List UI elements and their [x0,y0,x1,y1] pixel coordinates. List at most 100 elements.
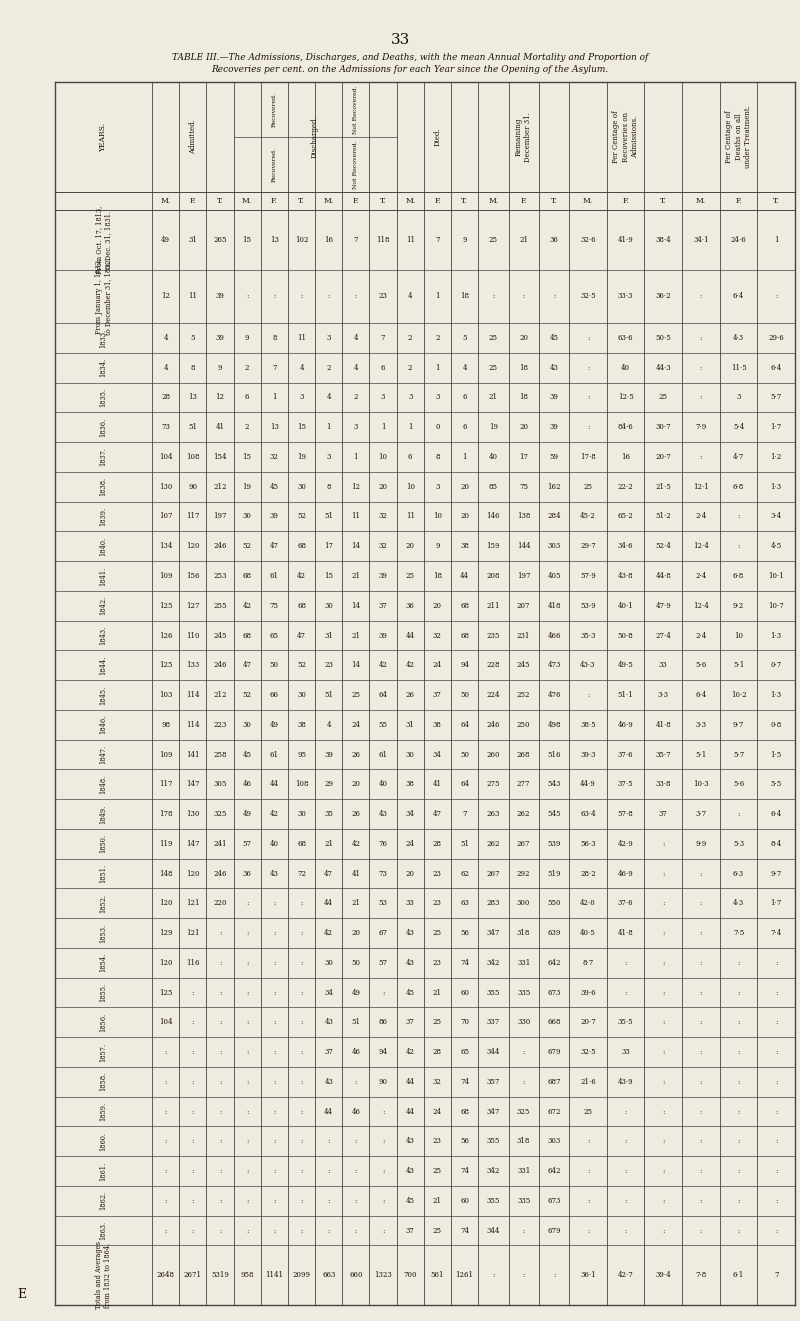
Text: :: : [246,959,248,967]
Text: 37: 37 [433,691,442,699]
Text: 162: 162 [547,482,561,490]
Text: :: : [165,1227,166,1235]
Text: 10: 10 [378,453,387,461]
Text: 211: 211 [486,602,500,610]
Text: 42: 42 [378,662,387,670]
Text: 679: 679 [547,1227,561,1235]
Text: 130: 130 [159,482,172,490]
Text: 1844.: 1844. [99,655,107,675]
Text: 3: 3 [408,394,413,402]
Text: :: : [382,1197,384,1205]
Text: 1855.: 1855. [99,983,107,1003]
Text: 43: 43 [378,810,387,818]
Text: 1·2: 1·2 [770,453,782,461]
Text: 10: 10 [406,482,414,490]
Text: 39·6: 39·6 [580,988,596,996]
Text: 107: 107 [159,513,172,520]
Text: 639: 639 [547,929,561,937]
Text: 38: 38 [406,781,414,789]
Text: :: : [354,1078,357,1086]
Text: :: : [738,1107,740,1116]
Text: YEARS.: YEARS. [99,123,107,152]
Text: 331: 331 [517,959,530,967]
Text: 30·7: 30·7 [655,423,671,431]
Text: 6: 6 [245,394,250,402]
Text: :: : [738,1137,740,1145]
Text: 476: 476 [547,691,561,699]
Text: 3: 3 [326,334,331,342]
Text: 109: 109 [159,572,172,580]
Text: :: : [775,988,778,996]
Text: :: : [700,988,702,996]
Text: 31: 31 [188,235,198,244]
Text: 5·4: 5·4 [733,423,744,431]
Text: 15: 15 [242,453,252,461]
Text: 1859.: 1859. [99,1102,107,1122]
Text: 5319: 5319 [211,1271,229,1279]
Text: 687: 687 [547,1078,561,1086]
Text: 10: 10 [433,513,442,520]
Text: 52: 52 [297,662,306,670]
Text: 41: 41 [351,869,360,877]
Text: T.: T. [380,197,386,205]
Text: 59: 59 [550,453,558,461]
Text: 53: 53 [378,900,387,908]
Text: :: : [327,1227,330,1235]
Text: :: : [662,1078,665,1086]
Text: :: : [775,959,778,967]
Text: :: : [662,929,665,937]
Text: 3: 3 [354,423,358,431]
Text: 241: 241 [214,840,226,848]
Text: :: : [246,292,248,300]
Text: 9·9: 9·9 [695,840,706,848]
Text: 235: 235 [486,631,500,639]
Text: 19: 19 [489,423,498,431]
Text: Recovered.: Recovered. [272,92,277,127]
Text: 127: 127 [186,602,199,610]
Text: :: : [191,1107,194,1116]
Text: 7: 7 [435,235,440,244]
Text: 277: 277 [517,781,530,789]
Text: 44: 44 [324,900,333,908]
Text: 61: 61 [378,750,387,758]
Text: 23: 23 [378,292,387,300]
Text: :: : [165,1078,166,1086]
Text: :: : [300,1227,302,1235]
Text: 300: 300 [517,900,530,908]
Text: 7·5: 7·5 [733,929,744,937]
Text: 20: 20 [406,542,414,551]
Text: 148: 148 [159,869,172,877]
Text: 52: 52 [297,513,306,520]
Text: 2·4: 2·4 [695,513,706,520]
Text: :: : [662,869,665,877]
Text: 75: 75 [519,482,528,490]
Text: 45: 45 [242,750,252,758]
Text: 23: 23 [433,1137,442,1145]
Text: 228: 228 [486,662,500,670]
Text: 45: 45 [270,482,279,490]
Text: 673: 673 [547,1197,561,1205]
Text: :: : [700,869,702,877]
Text: 43: 43 [324,1018,333,1026]
Text: 13: 13 [270,235,278,244]
Text: 7·8: 7·8 [695,1271,706,1279]
Text: 4·5: 4·5 [770,542,782,551]
Text: 57·8: 57·8 [618,810,634,818]
Text: :: : [700,1078,702,1086]
Text: 60: 60 [460,988,469,996]
Text: F.: F. [271,197,278,205]
Text: 46: 46 [351,1107,360,1116]
Text: 64: 64 [460,781,469,789]
Text: 7: 7 [462,810,467,818]
Text: 663: 663 [322,1271,335,1279]
Text: 5·7: 5·7 [770,394,782,402]
Text: 45: 45 [406,988,414,996]
Text: 74: 74 [460,1166,469,1176]
Text: 335: 335 [517,1197,530,1205]
Text: :: : [775,1078,778,1086]
Text: 8: 8 [190,363,195,371]
Text: 246: 246 [214,869,226,877]
Text: 405: 405 [547,572,561,580]
Text: :: : [738,1078,740,1086]
Text: 44: 44 [270,781,279,789]
